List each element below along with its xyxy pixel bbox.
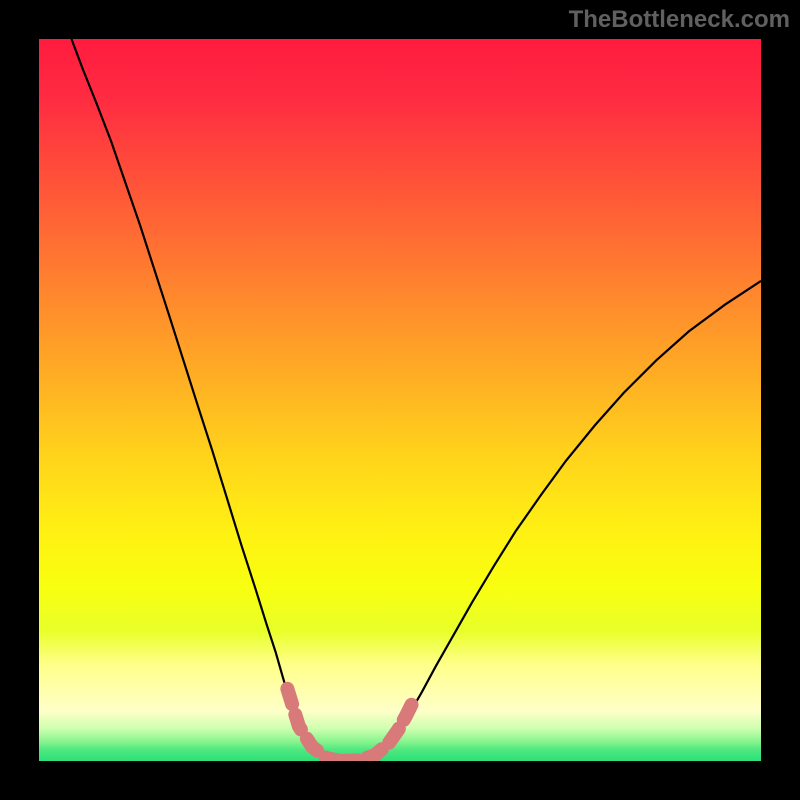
watermark-text: TheBottleneck.com (569, 6, 790, 34)
gradient-background (39, 39, 761, 761)
plot-svg (39, 39, 761, 761)
chart-stage: TheBottleneck.com (0, 0, 800, 800)
plot-area (39, 39, 761, 761)
